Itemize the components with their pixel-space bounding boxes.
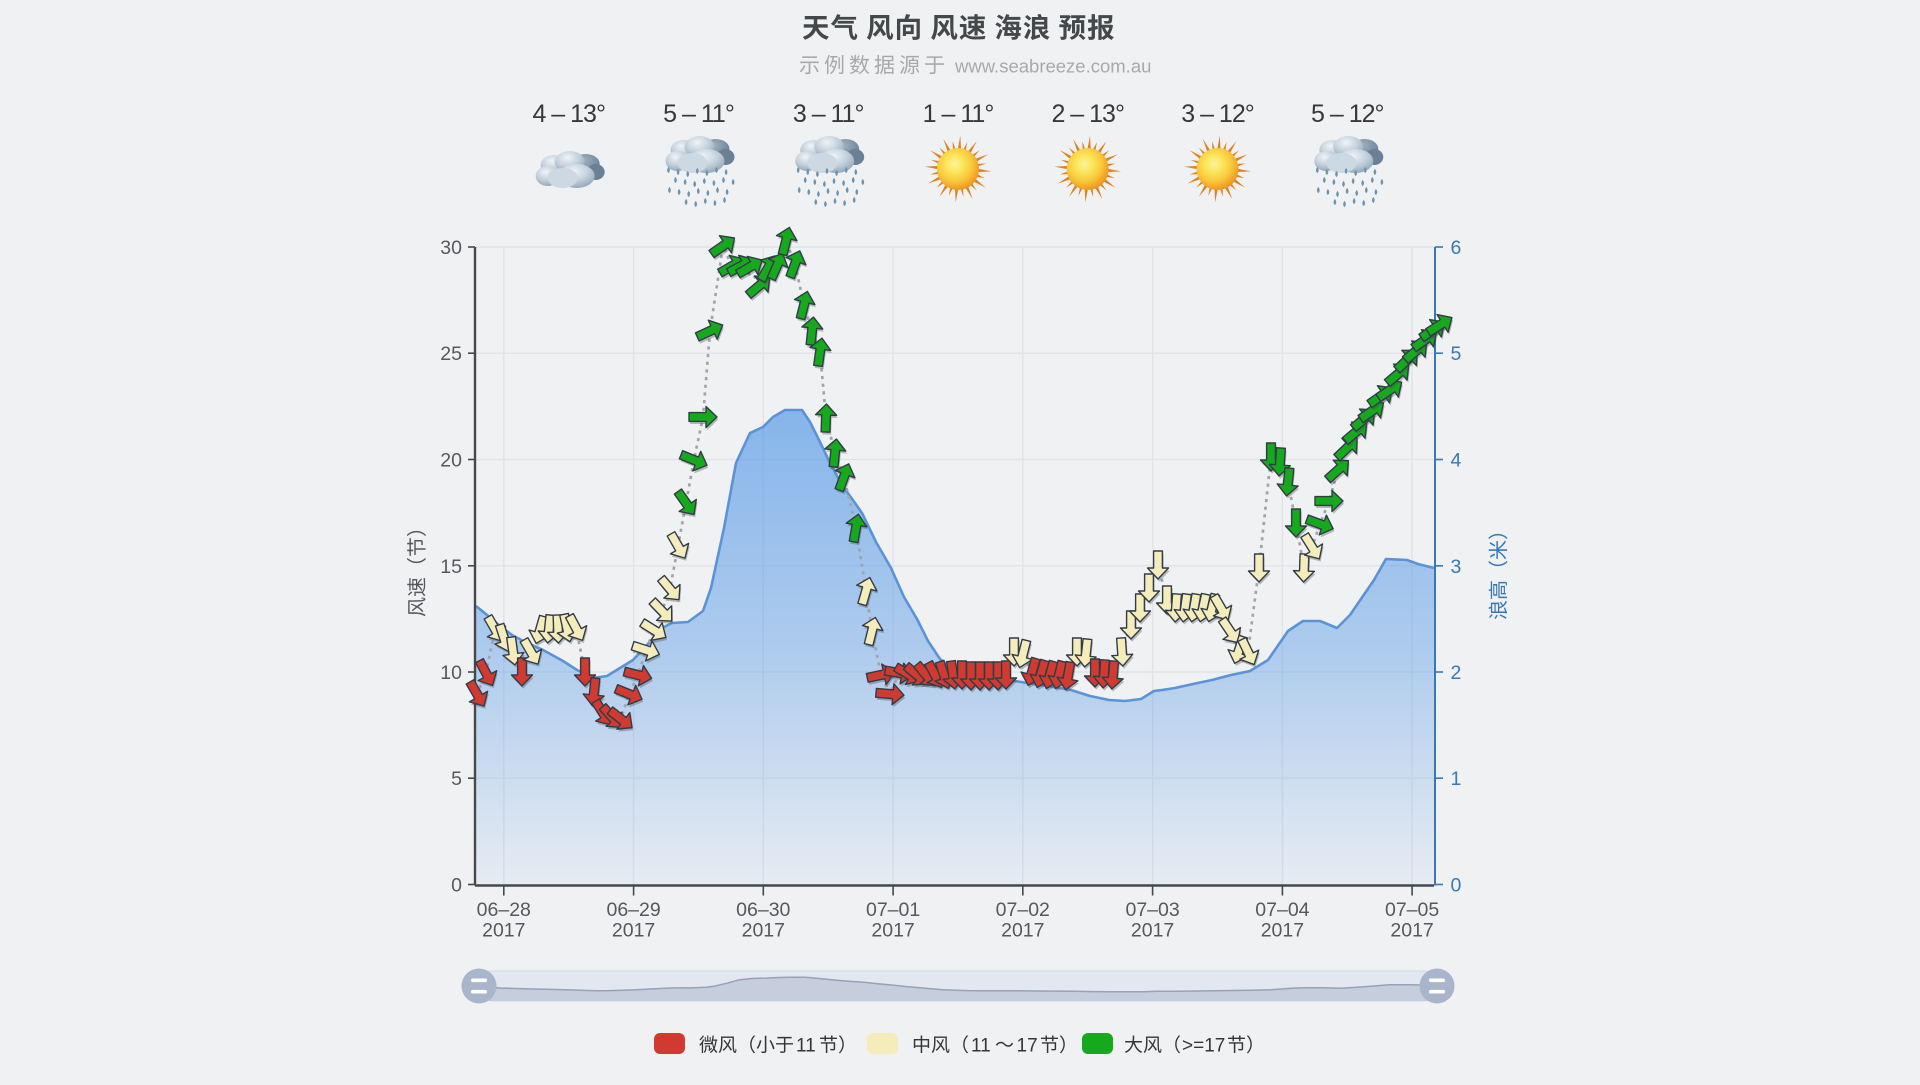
svg-text:17: 17 bbox=[1017, 1036, 1038, 1057]
svg-text:11: 11 bbox=[971, 1036, 991, 1057]
svg-text:06–28: 06–28 bbox=[477, 899, 531, 921]
svg-text:10: 10 bbox=[440, 662, 462, 684]
svg-text:07–02: 07–02 bbox=[996, 899, 1050, 921]
svg-text:5: 5 bbox=[451, 768, 462, 790]
svg-text:07–05: 07–05 bbox=[1385, 899, 1439, 921]
svg-text:4 – 13°: 4 – 13° bbox=[532, 100, 605, 128]
svg-text:1 – 11°: 1 – 11° bbox=[923, 100, 994, 128]
svg-text:06–29: 06–29 bbox=[606, 899, 660, 921]
svg-text:2017: 2017 bbox=[1261, 920, 1304, 942]
svg-text:3 – 12°: 3 – 12° bbox=[1181, 100, 1254, 128]
svg-text:0: 0 bbox=[1451, 875, 1462, 897]
svg-text:07–03: 07–03 bbox=[1125, 899, 1179, 921]
svg-text:2017: 2017 bbox=[612, 920, 655, 942]
svg-text:0: 0 bbox=[451, 875, 462, 897]
svg-text:www.seabreeze.com.au: www.seabreeze.com.au bbox=[954, 56, 1151, 77]
svg-text:07–04: 07–04 bbox=[1255, 899, 1309, 921]
svg-text:5 – 12°: 5 – 12° bbox=[1311, 100, 1384, 128]
svg-text:2017: 2017 bbox=[742, 920, 785, 942]
svg-text:2 – 13°: 2 – 13° bbox=[1051, 100, 1124, 128]
svg-text:2017: 2017 bbox=[871, 920, 914, 942]
svg-text:25: 25 bbox=[440, 343, 462, 365]
svg-text:4: 4 bbox=[1451, 450, 1462, 472]
svg-text:2017: 2017 bbox=[1001, 920, 1044, 942]
svg-text:3 – 11°: 3 – 11° bbox=[793, 100, 864, 128]
svg-text:2: 2 bbox=[1451, 662, 1462, 684]
svg-text:5: 5 bbox=[1451, 343, 1462, 365]
svg-text:30: 30 bbox=[440, 237, 462, 259]
svg-text:3: 3 bbox=[1451, 556, 1462, 578]
svg-text:2017: 2017 bbox=[1131, 920, 1174, 942]
svg-text:11: 11 bbox=[796, 1036, 816, 1057]
svg-text:2017: 2017 bbox=[482, 920, 525, 942]
svg-text:20: 20 bbox=[440, 450, 462, 472]
svg-text:6: 6 bbox=[1451, 237, 1462, 259]
svg-text:2017: 2017 bbox=[1390, 920, 1433, 942]
svg-text:>=17: >=17 bbox=[1182, 1036, 1225, 1057]
svg-text:15: 15 bbox=[440, 556, 462, 578]
svg-text:1: 1 bbox=[1451, 768, 1462, 790]
svg-text:5 – 11°: 5 – 11° bbox=[663, 100, 734, 128]
svg-text:06–30: 06–30 bbox=[736, 899, 790, 921]
svg-text:07–01: 07–01 bbox=[866, 899, 920, 921]
